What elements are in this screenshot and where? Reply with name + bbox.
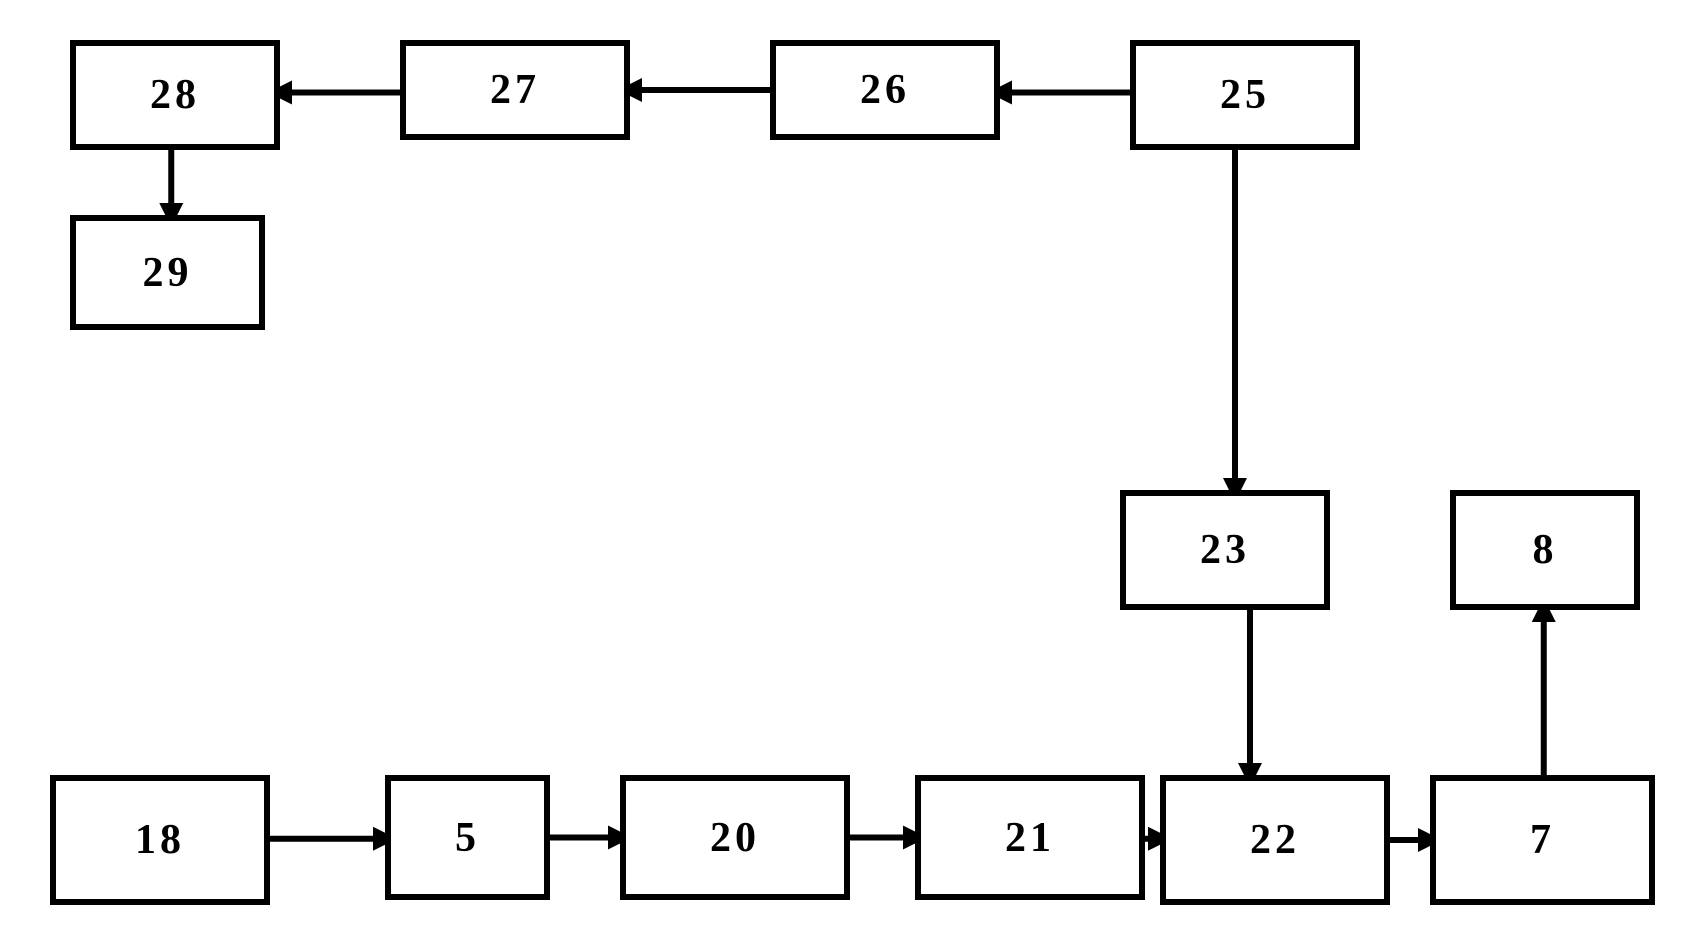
node-7: 7	[1430, 775, 1655, 905]
node-label: 18	[135, 816, 185, 864]
node-25: 25	[1130, 40, 1360, 150]
node-22: 22	[1160, 775, 1390, 905]
node-label: 26	[860, 66, 910, 114]
node-27: 27	[400, 40, 630, 140]
node-18: 18	[50, 775, 270, 905]
node-26: 26	[770, 40, 1000, 140]
node-label: 23	[1200, 526, 1250, 574]
node-20: 20	[620, 775, 850, 900]
node-label: 27	[490, 66, 540, 114]
node-label: 8	[1533, 526, 1558, 574]
node-23: 23	[1120, 490, 1330, 610]
node-21: 21	[915, 775, 1145, 900]
node-label: 29	[143, 249, 193, 297]
node-label: 25	[1220, 71, 1270, 119]
flowchart-canvas: 28 27 26 25 29 23 8 18 5 20 21 22 7	[0, 0, 1702, 940]
node-label: 21	[1005, 814, 1055, 862]
node-label: 5	[455, 814, 480, 862]
node-8: 8	[1450, 490, 1640, 610]
node-label: 20	[710, 814, 760, 862]
node-29: 29	[70, 215, 265, 330]
node-5: 5	[385, 775, 550, 900]
node-label: 7	[1530, 816, 1555, 864]
node-label: 22	[1250, 816, 1300, 864]
node-28: 28	[70, 40, 280, 150]
node-label: 28	[150, 71, 200, 119]
